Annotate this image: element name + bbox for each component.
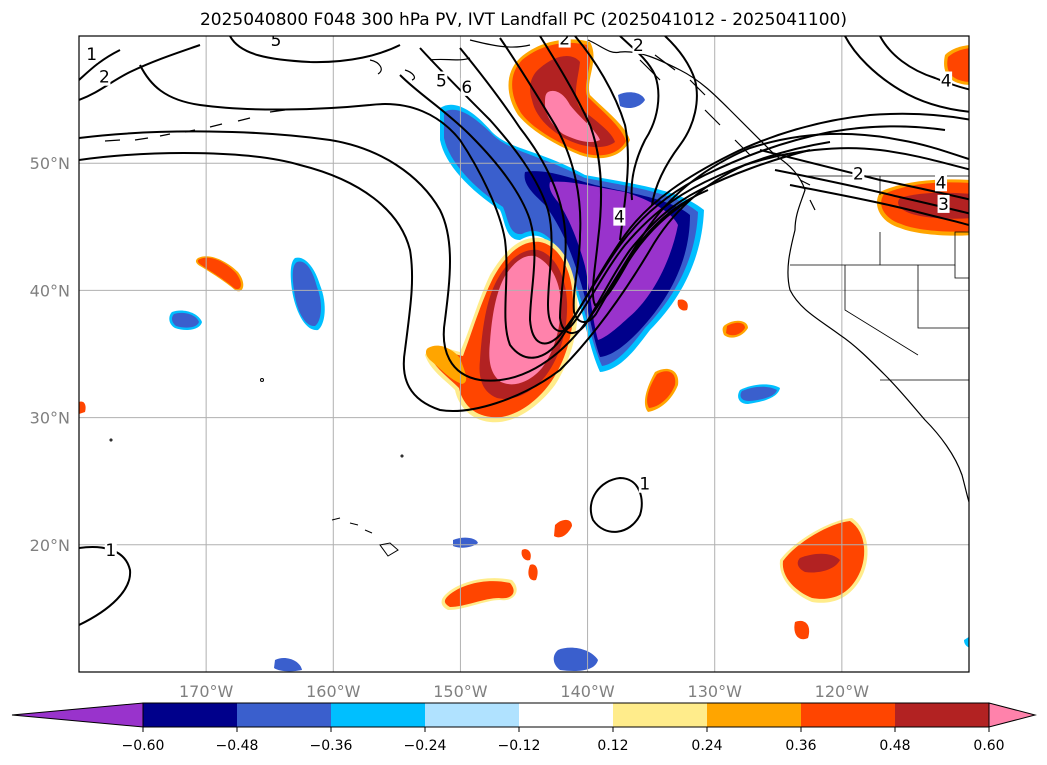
contour-label-halo	[638, 474, 651, 493]
lon-tick-label: 130°W	[688, 682, 743, 701]
colorbar-tick-label: −0.12	[498, 738, 541, 754]
colorbar-cell	[895, 703, 989, 727]
colorbar-tick-label: 0.60	[973, 738, 1004, 754]
contour-label-halo	[632, 36, 645, 54]
contour-label: 4	[614, 208, 625, 228]
contour-label-halo	[85, 44, 98, 63]
colorbar-tick-label: −0.36	[310, 738, 353, 754]
colorbar-cell	[237, 703, 331, 727]
lat-tick-label: 40°N	[30, 281, 70, 300]
colorbar-frame	[142, 702, 990, 728]
lon-tick-label: 150°W	[433, 682, 488, 701]
colorbar-extend-min	[11, 702, 144, 728]
contour-label: 4	[936, 173, 947, 193]
latitude-ticks: 20°N 30°N 40°N 50°N	[30, 154, 70, 555]
colorbar-tick-label: 0.24	[691, 738, 722, 754]
contour-label: 3	[938, 195, 949, 215]
pv-contours	[79, 36, 969, 626]
islands	[109, 378, 404, 557]
lat-tick-label: 20°N	[30, 536, 70, 555]
colorbar-tick-label: −0.60	[122, 738, 165, 754]
contour-label-halo	[852, 164, 865, 183]
contour-label-halo	[937, 194, 950, 213]
contour-label: 5	[271, 31, 282, 51]
colorbar-cell	[519, 703, 613, 727]
colorbar-tick-label: −0.48	[216, 738, 259, 754]
contour-label-halo	[460, 77, 473, 96]
lon-tick-label: 160°W	[306, 682, 361, 701]
contour-label-halo	[935, 173, 948, 192]
colorbar-tick-label: 0.12	[597, 738, 628, 754]
colorbar-cell	[613, 703, 707, 727]
colorbar-tick-label: 0.36	[785, 738, 816, 754]
contour-label: 5	[436, 72, 447, 92]
contour-label: 2	[559, 30, 570, 50]
contour-label-halo	[270, 36, 283, 49]
lon-tick-label: 140°W	[560, 682, 615, 701]
contour-label: 2	[633, 36, 644, 56]
colorbar-cell	[143, 703, 237, 727]
lat-tick-label: 30°N	[30, 409, 70, 428]
colorbar: −0.60 −0.48 −0.36 −0.24 −0.12 0.12 0.24 0.36 0.4…	[11, 702, 1037, 754]
contour-label-halo	[613, 207, 626, 226]
colorbar-cell	[331, 703, 425, 727]
colorbar-extend-max	[988, 702, 1037, 728]
longitude-ticks: 170°W 160°W 150°W 140°W 130°W 120°W	[179, 682, 869, 701]
map-frame	[78, 35, 970, 673]
colorbar-tick-label: 0.48	[879, 738, 910, 754]
contour-label-halo	[940, 71, 953, 90]
contour-label-halo	[558, 36, 571, 48]
contour-label-halo	[435, 71, 448, 90]
contour-label: 1	[86, 45, 97, 65]
contour-label: 2	[853, 164, 864, 184]
lat-tick-label: 50°N	[30, 154, 70, 173]
colorbar-tick-label: −0.24	[404, 738, 447, 754]
contour-label-halo	[98, 67, 111, 86]
lon-tick-label: 120°W	[815, 682, 870, 701]
colorbar-cell	[425, 703, 519, 727]
coastlines	[104, 39, 969, 504]
colorbar-cell	[801, 703, 895, 727]
lon-tick-label: 170°W	[179, 682, 234, 701]
contour-label-halo	[104, 540, 117, 559]
contour-label: 4	[941, 72, 952, 92]
contour-label: 1	[105, 541, 116, 561]
map-title: 2025040800 F048 300 hPa PV, IVT Landfall…	[199, 10, 847, 30]
contour-label: 2	[99, 68, 110, 88]
contour-label: 6	[461, 78, 472, 98]
contour-label: 1	[639, 475, 650, 495]
colorbar-cell	[707, 703, 801, 727]
